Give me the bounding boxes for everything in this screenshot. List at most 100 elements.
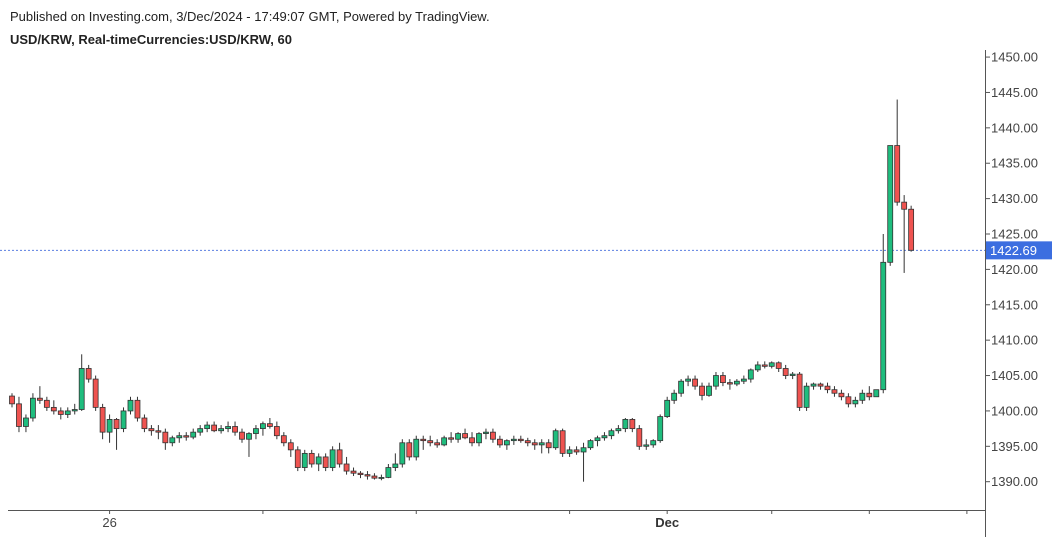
candle-body — [92, 378, 99, 408]
candle — [587, 439, 594, 450]
candle — [615, 425, 622, 434]
candle — [113, 418, 120, 450]
candle — [134, 396, 141, 422]
candle-body — [483, 431, 489, 434]
candle-body — [789, 373, 796, 376]
candle — [308, 449, 315, 468]
candle-body — [134, 399, 141, 419]
y-tick-label: 1440.00 — [991, 120, 1038, 135]
candle-body — [524, 440, 531, 444]
candle-body — [775, 362, 782, 369]
candle — [273, 421, 280, 440]
candle-body — [336, 449, 343, 465]
candle-body — [260, 423, 266, 430]
y-tick-label: 1415.00 — [991, 297, 1038, 312]
candle — [657, 414, 664, 443]
candle — [866, 386, 873, 401]
y-tick-label: 1450.00 — [991, 50, 1038, 65]
candle — [434, 439, 441, 448]
candle — [287, 439, 294, 457]
candle — [266, 418, 273, 429]
candle — [538, 439, 545, 454]
candle-body — [406, 442, 413, 458]
candle — [796, 372, 803, 411]
candle-body — [650, 440, 657, 446]
candle-body — [573, 449, 580, 453]
candle-body — [287, 442, 294, 451]
candle-body — [887, 145, 894, 263]
candle-body — [413, 438, 420, 458]
candle-body — [448, 437, 455, 440]
candle-body — [280, 435, 287, 444]
candle — [775, 361, 782, 372]
candle-body — [810, 383, 817, 387]
candle — [204, 421, 211, 433]
candle-body — [622, 419, 629, 430]
candle-body — [587, 440, 594, 449]
candle-body — [740, 378, 747, 382]
candle-body — [476, 433, 482, 444]
candle — [622, 418, 629, 433]
candle-body — [873, 389, 880, 398]
candle — [824, 382, 831, 394]
candle — [9, 393, 15, 408]
candle — [664, 396, 671, 418]
candle — [36, 386, 43, 404]
y-tick-label: 1395.00 — [991, 439, 1038, 454]
candle-body — [706, 385, 712, 396]
candle-body — [357, 472, 364, 476]
candle — [16, 396, 22, 433]
candle-body — [364, 474, 371, 477]
candle-body — [190, 431, 197, 438]
candle — [218, 425, 225, 434]
candle-body — [392, 463, 399, 468]
candle-body — [859, 392, 866, 401]
candle-body — [50, 406, 57, 412]
candle-body — [761, 364, 768, 367]
candle-body — [64, 410, 71, 415]
candle-body — [657, 416, 664, 442]
candle — [517, 435, 524, 443]
candle-body — [420, 438, 427, 442]
candle — [692, 375, 698, 390]
candle — [706, 382, 712, 397]
candle-body — [803, 385, 810, 408]
candle-body — [385, 467, 392, 478]
candle — [496, 435, 503, 448]
candle-body — [106, 419, 113, 433]
candle — [448, 432, 455, 443]
candle-body — [9, 395, 15, 405]
candle-body — [782, 368, 789, 376]
candle — [294, 446, 301, 472]
candle — [392, 453, 399, 472]
candle-body — [273, 426, 280, 437]
candle-body — [308, 452, 315, 465]
candle-body — [747, 369, 754, 380]
candle — [322, 453, 329, 472]
candle-body — [322, 456, 329, 468]
candle — [761, 361, 768, 369]
candle-body — [552, 430, 559, 449]
candle-body — [824, 385, 831, 391]
candle — [594, 435, 601, 447]
candle — [127, 396, 134, 415]
candle — [768, 361, 775, 369]
candle-body — [78, 368, 85, 410]
candle-body — [343, 463, 350, 472]
candle-body — [545, 442, 552, 449]
candle-body — [490, 431, 496, 440]
candle — [329, 446, 336, 472]
last-price-tag — [986, 241, 1052, 260]
candle-body — [559, 430, 566, 454]
candle — [838, 389, 845, 401]
candle-body — [608, 430, 615, 437]
candle — [601, 432, 608, 441]
candle — [239, 428, 245, 443]
candle-body — [727, 382, 733, 385]
candle-body — [266, 423, 273, 427]
candle-body — [768, 362, 775, 367]
candle-body — [894, 145, 901, 203]
candle — [490, 428, 496, 443]
candle-body — [141, 417, 148, 430]
